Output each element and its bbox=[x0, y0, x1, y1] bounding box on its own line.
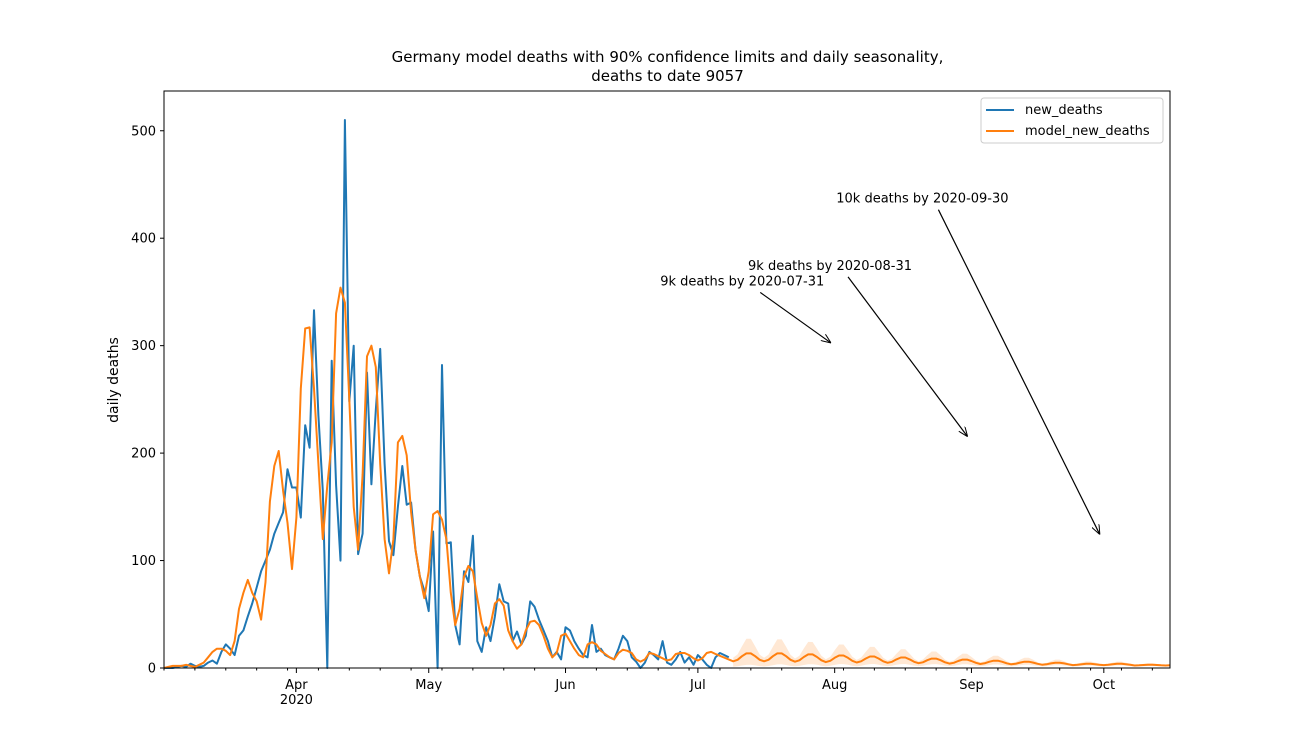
y-tick-label: 300 bbox=[131, 339, 156, 354]
annotation-arrow bbox=[937, 209, 1099, 534]
series-line-model-new-deaths bbox=[163, 286, 1171, 669]
chart-title-line-1: Germany model deaths with 90% confidence… bbox=[391, 48, 944, 66]
confidence-band-layer bbox=[733, 638, 1170, 667]
annotation-label: 9k deaths by 2020-07-31 bbox=[660, 274, 824, 289]
x-tick-sublabel: 2020 bbox=[280, 693, 313, 708]
y-tick-label: 0 bbox=[148, 662, 156, 677]
legend-label-model-new-deaths: model_new_deaths bbox=[1025, 124, 1150, 139]
legend-box bbox=[980, 97, 1164, 144]
y-tick-label: 400 bbox=[131, 232, 156, 247]
annotation-arrow bbox=[847, 276, 967, 436]
x-tick-label: Jun bbox=[554, 678, 575, 693]
annotation-arrow bbox=[759, 291, 830, 342]
x-tick-label: Oct bbox=[1093, 678, 1115, 693]
chart-title-line-2: deaths to date 9057 bbox=[591, 67, 744, 85]
annotation-label: 9k deaths by 2020-08-31 bbox=[748, 259, 912, 274]
legend: new_deaths model_new_deaths bbox=[980, 97, 1164, 144]
annotation-label: 10k deaths by 2020-09-30 bbox=[836, 192, 1008, 207]
series-layer bbox=[163, 119, 1171, 669]
y-axis-label: daily deaths bbox=[106, 337, 122, 423]
confidence-band bbox=[733, 638, 1170, 667]
x-tick-label: Jul bbox=[689, 678, 706, 693]
y-tick-label: 100 bbox=[131, 554, 156, 569]
y-tick-label: 500 bbox=[131, 124, 156, 139]
y-tick-label: 200 bbox=[131, 447, 156, 462]
x-tick-label: May bbox=[415, 678, 442, 693]
legend-label-new-deaths: new_deaths bbox=[1025, 103, 1103, 118]
x-tick-label: Apr bbox=[285, 678, 308, 693]
plot-frame bbox=[163, 90, 1171, 669]
x-tick-label: Aug bbox=[822, 678, 847, 693]
x-tick-label: Sep bbox=[959, 678, 984, 693]
series-line-new-deaths bbox=[164, 119, 730, 669]
